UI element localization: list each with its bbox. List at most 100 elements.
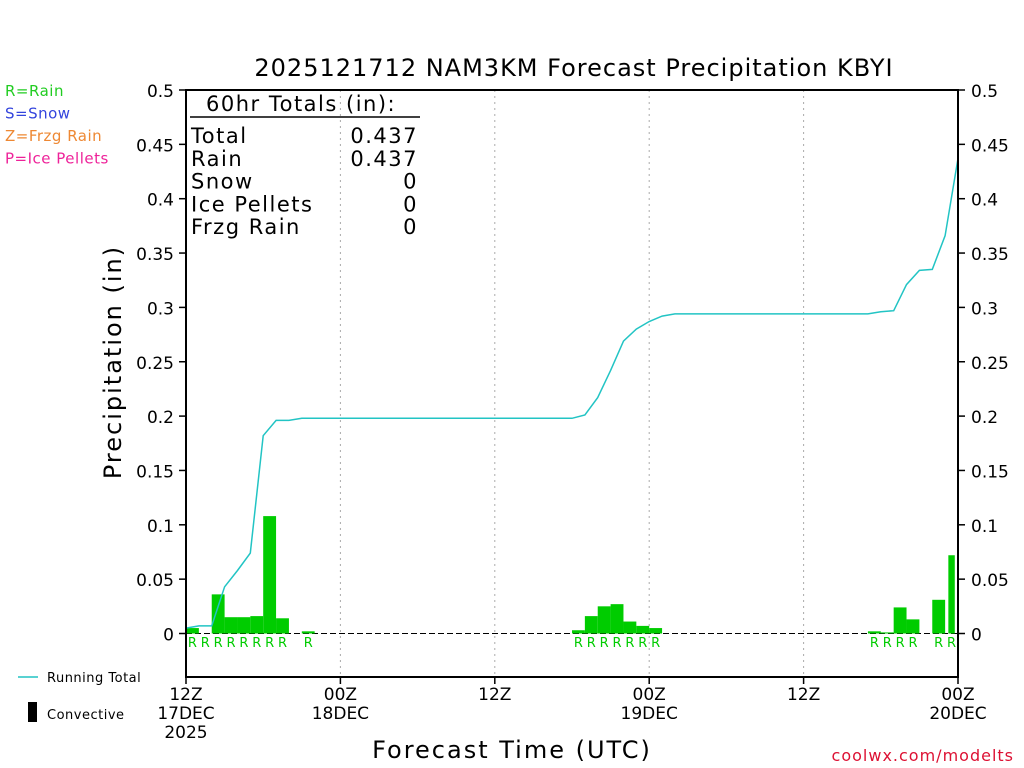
totals-header: 60hr Totals (in):	[206, 92, 396, 116]
precip-bar	[867, 631, 881, 634]
type-marker: R	[870, 636, 879, 651]
x-tick-label: 17DEC	[157, 704, 214, 724]
type-marker: R	[934, 636, 943, 651]
convective-legend-swatch	[28, 702, 37, 722]
y-tick-label: 0.05	[971, 571, 1009, 591]
type-marker: R	[908, 636, 917, 651]
type-marker: R	[278, 636, 287, 651]
totals-row-value: 0.437	[350, 147, 418, 171]
x-tick-label: 00Z	[324, 685, 357, 705]
type-marker: R	[947, 636, 956, 651]
precip-bar	[301, 631, 315, 634]
type-marker: R	[252, 636, 261, 651]
x-tick-label: 12Z	[478, 685, 511, 705]
type-marker: R	[214, 636, 223, 651]
type-marker: R	[638, 636, 647, 651]
type-marker: R	[265, 636, 274, 651]
precip-bar	[636, 625, 650, 634]
precip-bar	[211, 594, 225, 634]
precip-bar	[649, 628, 663, 634]
x-tick-label: 00Z	[633, 685, 666, 705]
plot-frame	[185, 89, 959, 678]
y-tick-label: 0.4	[147, 191, 174, 211]
y-tick-label: 0.15	[971, 462, 1009, 482]
type-marker: R	[896, 636, 905, 651]
totals-row-label: Rain	[191, 147, 243, 171]
x-tick-label: 12Z	[787, 685, 820, 705]
precip-bar	[880, 632, 894, 634]
precip-bar	[263, 516, 277, 634]
grid-lines	[339, 90, 805, 677]
precip-bar	[186, 628, 199, 634]
y-tick-label: 0	[971, 626, 982, 646]
y-tick-label: 0.2	[971, 408, 998, 428]
y-tick-label: 0.25	[971, 354, 1009, 374]
y-ticks-left: 0 0.05 0.1 0.15 0.2 0.25 0.3 0.35 0.4 0.45 0.5	[136, 82, 186, 646]
type-marker: R	[304, 636, 313, 651]
y-tick-label: 0	[163, 626, 174, 646]
y-tick-label: 0.35	[971, 245, 1009, 265]
x-tick-label: 00Z	[941, 685, 974, 705]
totals-row-label: Snow	[191, 170, 254, 194]
y-tick-label: 0.3	[971, 299, 998, 319]
precip-bar	[623, 621, 637, 634]
y-ticks-right: 0 0.05 0.1 0.15 0.2 0.25 0.3 0.35 0.4 0.45 0.5	[958, 82, 1009, 646]
type-marker: R	[574, 636, 583, 651]
y-tick-label: 0.4	[971, 191, 998, 211]
y-tick-label: 0.25	[136, 354, 174, 374]
type-marker: R	[188, 636, 197, 651]
convective-legend-label: Convective	[47, 708, 125, 723]
totals-row-value: 0	[403, 192, 418, 216]
chart-title: 2025121712 NAM3KM Forecast Precipitation…	[254, 54, 893, 82]
totals-row-label: Ice Pellets	[191, 192, 313, 216]
x-tick-label: 20DEC	[929, 704, 986, 724]
totals-row-value: 0	[403, 170, 418, 194]
x-tick-label: 19DEC	[621, 704, 678, 724]
precip-bar	[948, 555, 955, 634]
y-tick-label: 0.15	[136, 462, 174, 482]
type-marker: R	[227, 636, 236, 651]
totals-row-label: Total	[190, 124, 248, 148]
y-tick-label: 0.1	[147, 517, 174, 537]
precip-type-legend-item: P=Ice Pellets	[5, 150, 109, 168]
y-tick-label: 0.5	[971, 82, 998, 102]
precip-bar	[572, 630, 585, 634]
precip-bar	[224, 617, 238, 634]
precip-type-legend-item: R=Rain	[5, 82, 64, 100]
type-marker: R	[883, 636, 892, 651]
totals-box: 60hr Totals (in): Total 0.437 Rain 0.437 Sno…	[190, 92, 420, 239]
type-marker: R	[625, 636, 634, 651]
running-total-legend-label: Running Total	[47, 671, 141, 686]
precip-type-legend: R=Rain S=Snow Z=Frzg Rain P=Ice Pellets	[5, 82, 109, 168]
precip-bar	[893, 607, 907, 634]
precip-bar	[906, 619, 920, 634]
type-marker: R	[239, 636, 248, 651]
precip-bar	[276, 618, 289, 634]
totals-row-value: 0.437	[350, 124, 418, 148]
y-tick-label: 0.45	[971, 136, 1009, 156]
precip-bar	[932, 599, 946, 634]
precip-bar	[250, 616, 264, 634]
running-total-line	[185, 158, 959, 629]
type-marker: R	[201, 636, 210, 651]
y-tick-label: 0.45	[136, 136, 174, 156]
source-credit: coolwx.com/modelts	[832, 746, 1014, 765]
precip-bars	[186, 516, 955, 634]
totals-row-value: 0	[403, 215, 418, 239]
totals-row-label: Frzg Rain	[191, 215, 301, 239]
precip-type-legend-item: S=Snow	[5, 105, 71, 123]
precip-bar	[237, 617, 251, 634]
type-marker: R	[600, 636, 609, 651]
bottom-legend: Running Total Convective	[18, 671, 141, 723]
x-tick-label: 2025	[164, 723, 207, 743]
y-axis-label: Precipitation (in)	[99, 245, 127, 479]
precip-bar	[610, 604, 624, 634]
y-tick-label: 0.35	[136, 245, 174, 265]
x-tick-label: 18DEC	[312, 704, 369, 724]
y-tick-label: 0.2	[147, 408, 174, 428]
y-tick-label: 0.5	[147, 82, 174, 102]
precip-type-legend-item: Z=Frzg Rain	[5, 127, 102, 145]
